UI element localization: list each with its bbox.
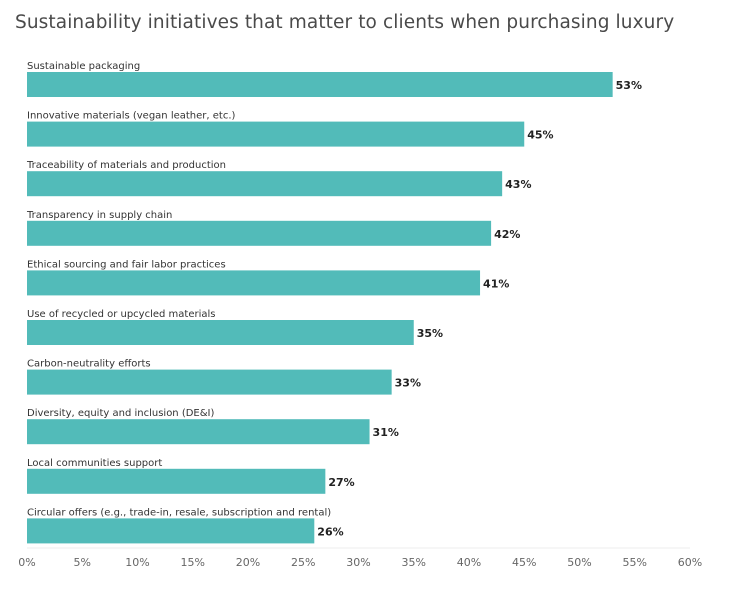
bar <box>27 468 326 494</box>
category-label: Circular offers (e.g., trade-in, resale,… <box>27 507 331 518</box>
x-tick-label: 0% <box>18 556 35 569</box>
data-label: 31% <box>373 426 399 439</box>
x-tick-label: 30% <box>346 556 370 569</box>
x-tick-label: 35% <box>402 556 426 569</box>
data-label: 42% <box>494 228 520 241</box>
x-tick-label: 45% <box>512 556 536 569</box>
x-tick-label: 10% <box>125 556 149 569</box>
x-tick-label: 60% <box>678 556 702 569</box>
bar <box>27 220 492 246</box>
x-tick-label: 15% <box>181 556 205 569</box>
x-tick-label: 20% <box>236 556 260 569</box>
data-label: 26% <box>317 525 343 538</box>
category-label: Traceability of materials and production <box>26 160 226 171</box>
bar <box>27 171 503 197</box>
x-tick-label: 5% <box>74 556 91 569</box>
category-label: Diversity, equity and inclusion (DE&I) <box>27 408 214 419</box>
x-tick-label: 40% <box>457 556 481 569</box>
bar <box>27 121 525 147</box>
category-label: Sustainable packaging <box>27 61 140 72</box>
data-label: 27% <box>328 476 354 489</box>
category-label: Use of recycled or upcycled materials <box>27 309 216 320</box>
x-tick-label: 50% <box>567 556 591 569</box>
bar <box>27 320 414 345</box>
bar <box>27 518 315 544</box>
category-label: Local communities support <box>27 458 162 469</box>
bar <box>27 72 613 97</box>
category-label: Carbon-neutrality efforts <box>27 359 151 370</box>
category-label: Innovative materials (vegan leather, etc… <box>27 111 236 122</box>
chart-title: Sustainability initiatives that matter t… <box>15 12 675 33</box>
category-label: Transparency in supply chain <box>26 210 172 221</box>
category-label: Ethical sourcing and fair labor practice… <box>27 259 226 270</box>
data-label: 33% <box>395 377 421 390</box>
data-label: 45% <box>527 129 553 142</box>
bar <box>27 369 392 395</box>
x-tick-label: 25% <box>291 556 315 569</box>
data-label: 53% <box>616 79 642 92</box>
x-tick-label: 55% <box>623 556 647 569</box>
bar <box>27 270 481 296</box>
data-label: 41% <box>483 277 509 290</box>
data-label: 35% <box>417 327 443 340</box>
bar <box>27 419 370 445</box>
data-label: 43% <box>505 178 531 191</box>
